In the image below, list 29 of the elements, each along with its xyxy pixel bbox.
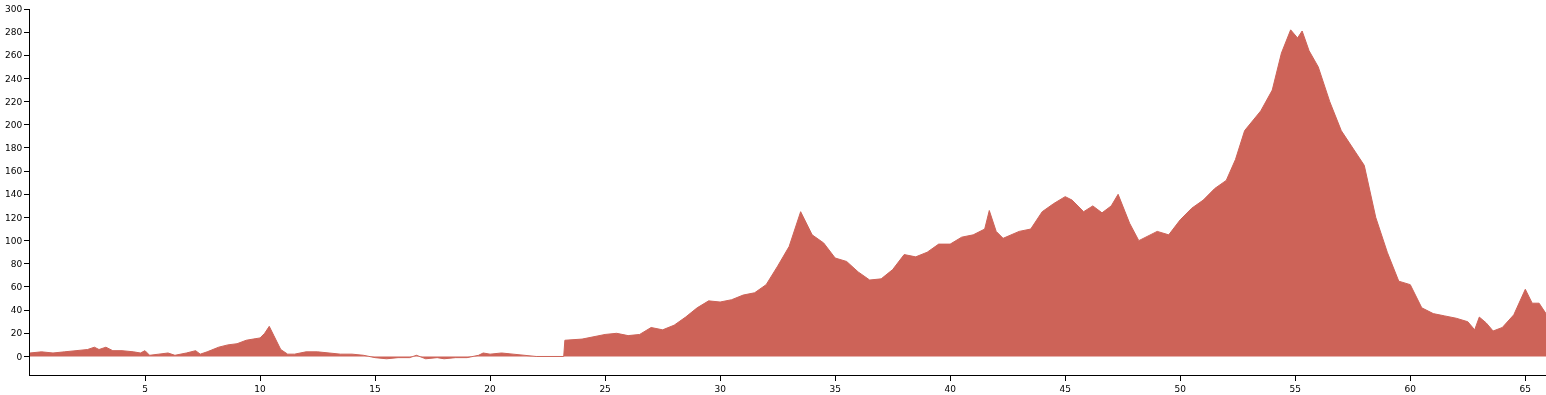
x-tick-label: 30 (714, 383, 727, 394)
y-tick-label: 80 (10, 258, 23, 269)
y-tick-label: 40 (10, 305, 23, 316)
y-tick-label: 160 (5, 166, 23, 177)
y-tick-label: 200 (5, 119, 23, 130)
y-tick-label: 100 (5, 235, 23, 246)
x-tick-label: 50 (1174, 383, 1187, 394)
x-tick-label: 65 (1519, 383, 1532, 394)
x-tick-label: 20 (484, 383, 497, 394)
y-tick-label: 220 (5, 96, 23, 107)
y-tick-label: 140 (5, 189, 23, 200)
y-tick-label: 120 (5, 212, 23, 223)
y-tick-label: 280 (5, 27, 23, 38)
y-tick-label: 0 (16, 351, 23, 362)
x-tick-label: 15 (369, 383, 381, 394)
x-tick-label: 45 (1059, 383, 1071, 394)
x-tick-label: 35 (829, 383, 841, 394)
y-tick-label: 180 (5, 143, 23, 154)
x-tick-label: 55 (1289, 383, 1301, 394)
y-tick-label: 240 (5, 73, 23, 84)
x-tick-label: 60 (1404, 383, 1417, 394)
y-tick-label: 60 (10, 282, 23, 293)
x-tick-label: 5 (142, 383, 148, 394)
x-tick-label: 25 (599, 383, 611, 394)
x-tick-label: 40 (944, 383, 957, 394)
y-tick-label: 20 (10, 328, 23, 339)
y-tick-label: 260 (5, 50, 23, 61)
x-tick-label: 10 (254, 383, 267, 394)
y-tick-label: 300 (5, 4, 23, 15)
